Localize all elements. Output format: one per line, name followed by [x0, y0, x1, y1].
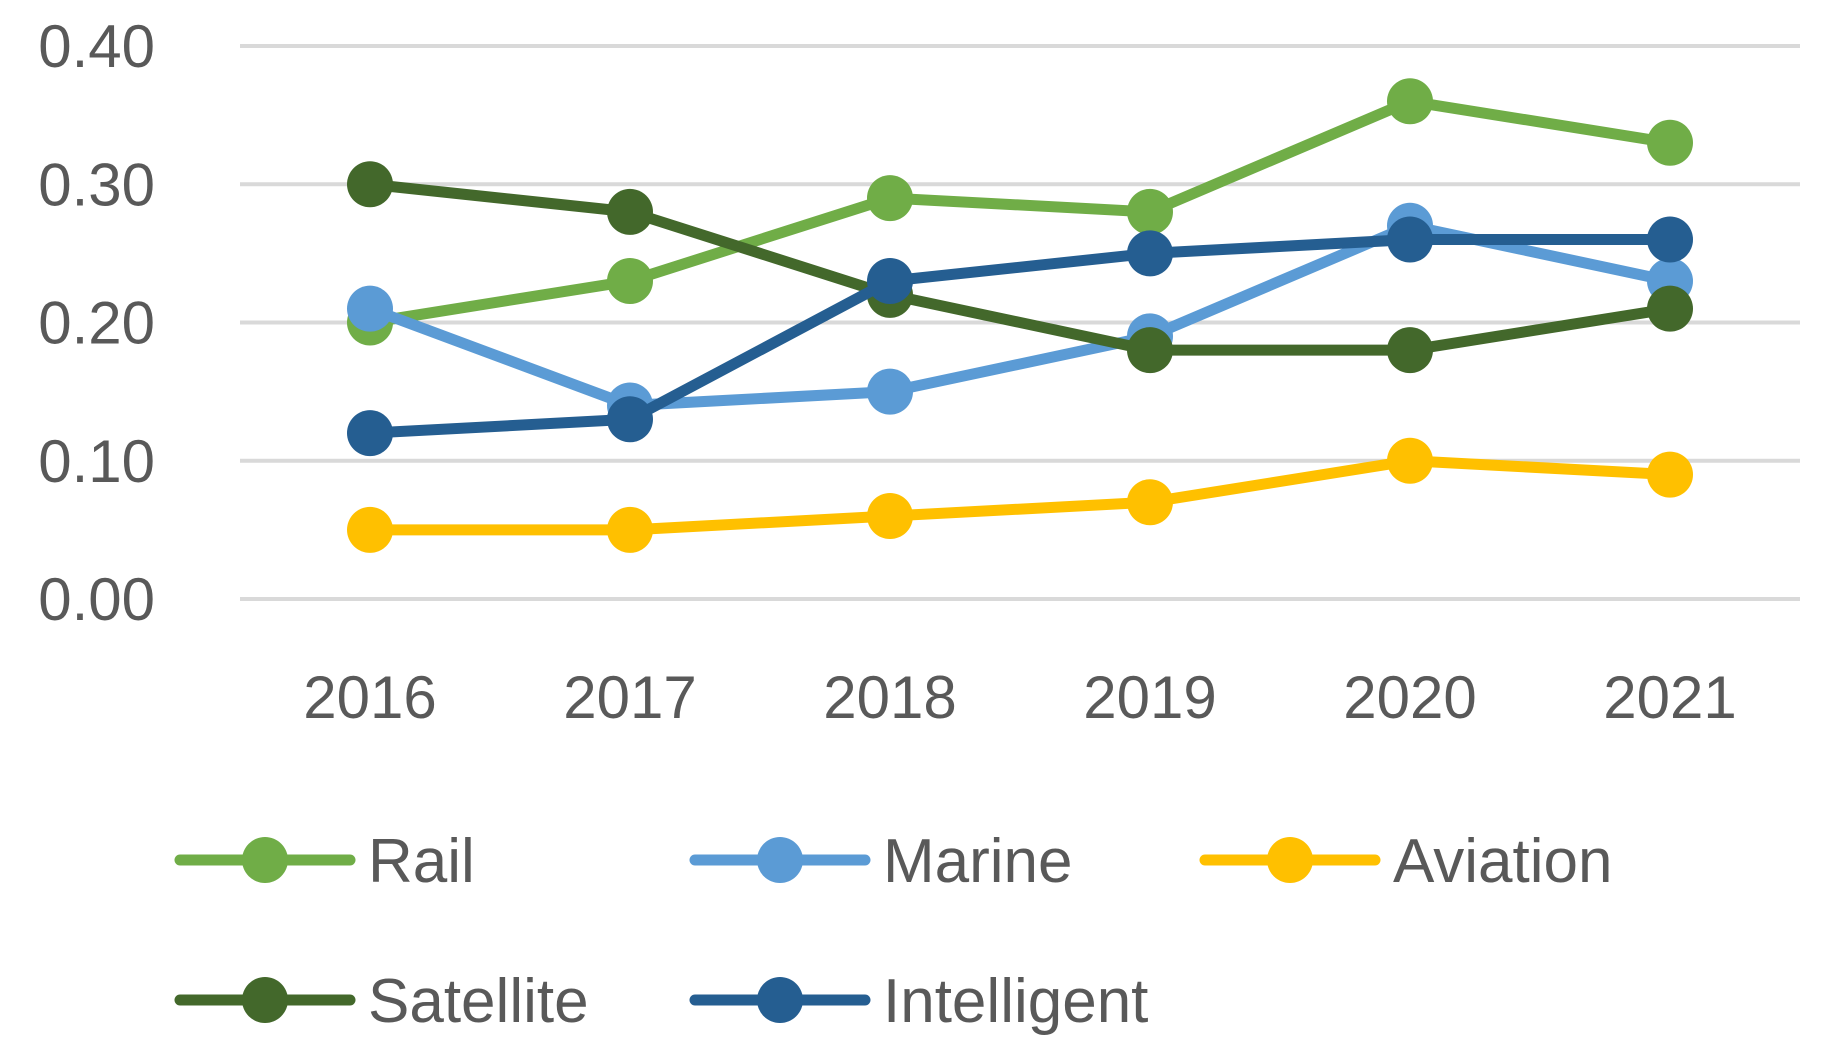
- legend-marker-aviation: [1267, 837, 1313, 883]
- series-line-rail: [364, 95, 1676, 328]
- y-tick-label: 0.20: [38, 290, 155, 357]
- legend-label-aviation: Aviation: [1393, 827, 1612, 896]
- data-point-rail-2017: [607, 258, 653, 305]
- series-intelligent: [347, 216, 1693, 457]
- y-tick-label: 0.10: [38, 428, 155, 495]
- data-point-rail-2019: [1127, 188, 1173, 235]
- data-point-rail-2021: [1647, 119, 1693, 166]
- legend-marker-rail: [242, 837, 288, 883]
- data-point-satellite-2021: [1647, 285, 1693, 332]
- data-point-intelligent-2019: [1127, 230, 1173, 277]
- legend-label-rail: Rail: [368, 827, 475, 896]
- data-point-rail-2020: [1387, 78, 1433, 125]
- legend-item-marine: Marine: [689, 827, 1073, 896]
- data-point-marine-2018: [867, 368, 913, 415]
- legend-label-marine: Marine: [883, 827, 1073, 896]
- data-point-satellite-2017: [607, 188, 653, 235]
- data-point-marine-2016: [347, 285, 393, 332]
- legend-marker-intelligent: [757, 977, 803, 1023]
- data-point-rail-2018: [867, 175, 913, 222]
- series-rail: [347, 78, 1693, 346]
- x-tick-label: 2021: [1603, 664, 1736, 731]
- series-aviation: [347, 437, 1693, 553]
- data-point-satellite-2019: [1127, 327, 1173, 374]
- data-point-aviation-2021: [1647, 451, 1693, 498]
- data-point-intelligent-2016: [347, 410, 393, 457]
- data-point-aviation-2020: [1387, 437, 1433, 484]
- series-line-intelligent: [364, 234, 1676, 439]
- data-point-intelligent-2018: [867, 258, 913, 305]
- series-line-satellite: [364, 178, 1676, 356]
- x-tick-label: 2020: [1343, 664, 1476, 731]
- y-tick-label: 0.30: [38, 151, 155, 218]
- data-series: [347, 78, 1693, 553]
- legend: Rail Marine Aviation Satellite Intelligent: [174, 827, 1612, 1036]
- series-line-aviation: [364, 455, 1676, 536]
- data-point-aviation-2019: [1127, 479, 1173, 526]
- x-tick-label: 2017: [563, 664, 696, 731]
- data-point-intelligent-2017: [607, 396, 653, 443]
- x-tick-label: 2016: [303, 664, 436, 731]
- data-point-intelligent-2020: [1387, 216, 1433, 263]
- data-point-aviation-2016: [347, 506, 393, 553]
- legend-item-satellite: Satellite: [174, 967, 589, 1036]
- data-point-aviation-2018: [867, 493, 913, 540]
- data-point-satellite-2020: [1387, 327, 1433, 374]
- legend-label-satellite: Satellite: [368, 967, 589, 1036]
- legend-item-aviation: Aviation: [1199, 827, 1612, 896]
- legend-label-intelligent: Intelligent: [883, 967, 1148, 1036]
- x-tick-label: 2019: [1083, 664, 1216, 731]
- y-tick-label: 0.00: [38, 566, 155, 633]
- x-tick-label: 2018: [823, 664, 956, 731]
- data-point-aviation-2017: [607, 506, 653, 553]
- x-axis-tick-labels: 2016 2017 2018 2019 2020 2021: [303, 664, 1736, 731]
- y-axis-tick-labels: 0.00 0.10 0.20 0.30 0.40: [38, 13, 155, 633]
- series-line-marine: [364, 220, 1676, 411]
- y-tick-label: 0.40: [38, 13, 155, 80]
- data-point-satellite-2016: [347, 161, 393, 208]
- legend-marker-satellite: [242, 977, 288, 1023]
- data-point-intelligent-2021: [1647, 216, 1693, 263]
- legend-marker-marine: [757, 837, 803, 883]
- legend-item-intelligent: Intelligent: [689, 967, 1148, 1036]
- legend-item-rail: Rail: [174, 827, 475, 896]
